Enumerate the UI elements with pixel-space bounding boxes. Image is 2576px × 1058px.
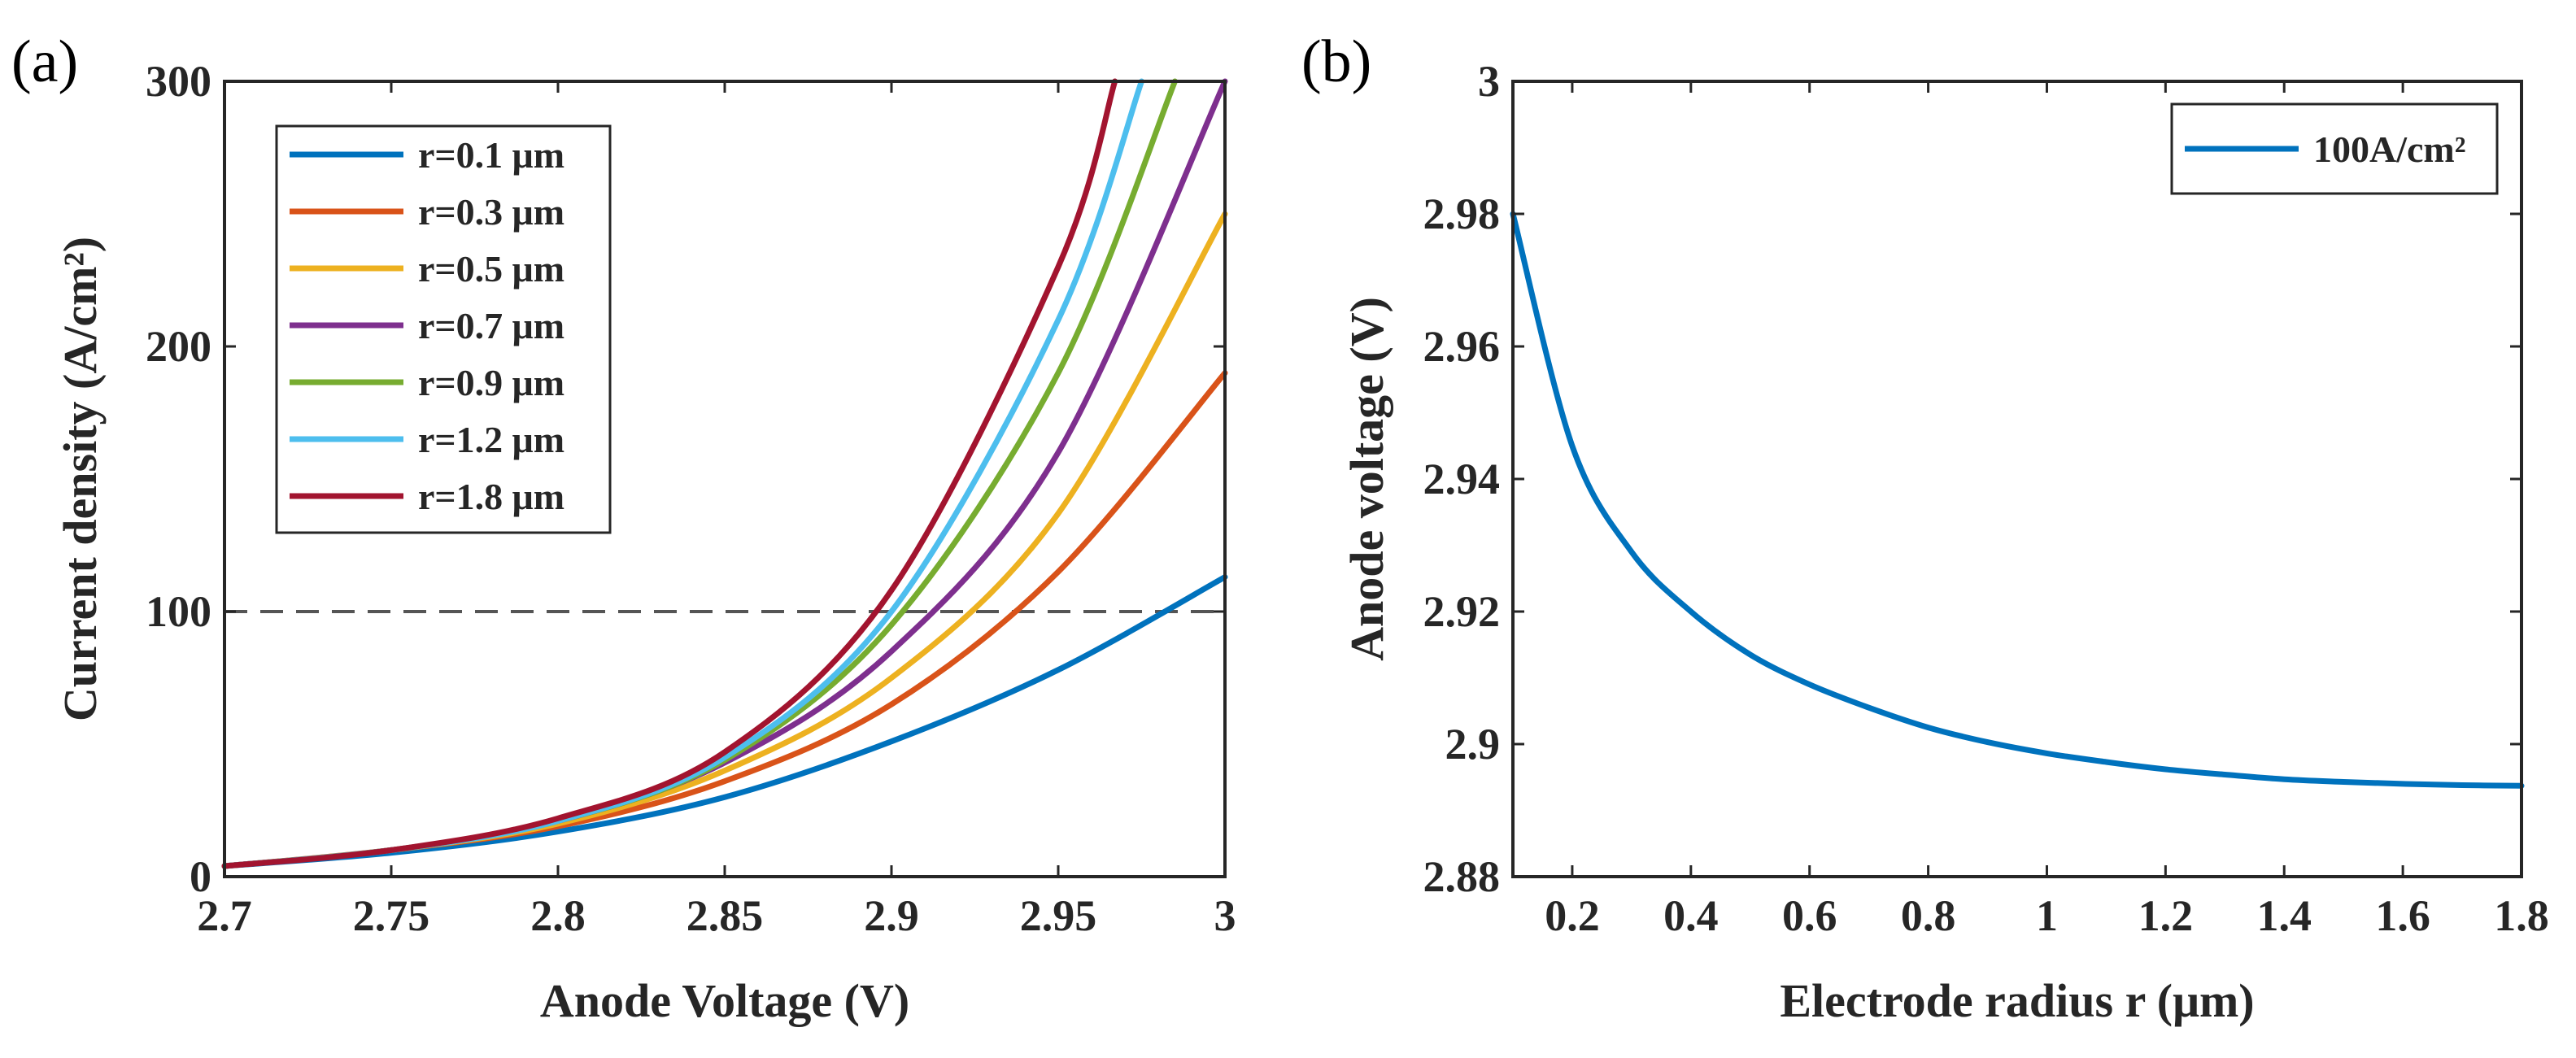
series-line-1 — [1510, 211, 2525, 789]
panel-b-plot-area — [1513, 81, 2522, 877]
x-tick-label: 1 — [2036, 891, 2058, 940]
y-tick-label: 2.88 — [1423, 852, 1501, 901]
legend-label-2: r=0.3 μm — [418, 191, 564, 233]
panel-a-xlabel: Anode Voltage (V) — [540, 974, 909, 1027]
panel-b-legend: 100A/cm² — [2170, 102, 2499, 195]
legend-label-3: r=0.5 μm — [418, 248, 564, 290]
panel-b-series-layer — [1510, 211, 2525, 789]
panel-a-label: (a) — [11, 28, 78, 95]
panel-a-series-layer — [221, 78, 1228, 869]
panel-b-label: (b) — [1301, 28, 1371, 95]
legend-label-5: r=0.9 μm — [418, 362, 564, 403]
panel-a-legend: r=0.1 μm r=0.3 μm r=0.5 μm r=0.7 μm r=0.9 μm… — [275, 124, 612, 534]
x-tick-label: 1.8 — [2494, 891, 2549, 940]
y-tick-label: 2.96 — [1423, 322, 1501, 371]
legend-label-1: 100A/cm² — [2313, 128, 2466, 170]
x-tick-label: 2.9 — [864, 891, 919, 940]
panel-b-ylabel: Anode voltage (V) — [1340, 297, 1393, 661]
y-tick-label: 300 — [146, 57, 211, 106]
panel-a-legend-box — [275, 124, 612, 534]
y-tick-label: 2.94 — [1423, 455, 1501, 503]
y-tick-label: 2.98 — [1423, 189, 1501, 238]
panel-a-chart: (a) 2.7 2.75 2.8 2.85 2.9 2.95 3 0 100 200 300 Ano… — [11, 28, 1236, 1027]
panel-b-chart: (b) 0.2 0.4 0.6 0.8 1 1.2 1.4 1.6 1.8 2.88 2.9 2.92… — [1301, 28, 2549, 1027]
x-tick-label: 2.7 — [197, 891, 252, 940]
x-tick-label: 3 — [1214, 891, 1236, 940]
x-tick-label: 2.95 — [1020, 891, 1097, 940]
y-tick-label: 3 — [1478, 57, 1500, 106]
panel-a-ticks: 2.7 2.75 2.8 2.85 2.9 2.95 3 0 100 200 300 — [146, 57, 1236, 940]
x-tick-label: 1.6 — [2375, 891, 2430, 940]
panel-b-xlabel: Electrode radius r (μm) — [1780, 974, 2254, 1027]
y-tick-label: 200 — [146, 322, 211, 371]
x-tick-label: 0.2 — [1545, 891, 1600, 940]
legend-label-7: r=1.8 μm — [418, 476, 564, 517]
x-tick-label: 2.8 — [530, 891, 586, 940]
x-tick-label: 1.4 — [2256, 891, 2312, 940]
y-tick-label: 100 — [146, 587, 211, 636]
x-tick-label: 0.4 — [1663, 891, 1719, 940]
x-tick-label: 2.75 — [353, 891, 430, 940]
legend-label-4: r=0.7 μm — [418, 305, 564, 346]
x-tick-label: 0.6 — [1782, 891, 1837, 940]
legend-label-6: r=1.2 μm — [418, 419, 564, 460]
x-tick-label: 0.8 — [1901, 891, 1956, 940]
y-tick-label: 2.9 — [1445, 720, 1501, 768]
series-line-7 — [221, 78, 1118, 869]
legend-label-1: r=0.1 μm — [418, 134, 564, 176]
y-tick-label: 2.92 — [1423, 587, 1501, 636]
x-tick-label: 1.2 — [2138, 891, 2194, 940]
panel-b-ticks: 0.2 0.4 0.6 0.8 1 1.2 1.4 1.6 1.8 2.88 2.9 2.92 2.94… — [1423, 57, 2549, 940]
x-tick-label: 2.85 — [686, 891, 764, 940]
panel-a-ylabel: Current density (A/cm²) — [54, 237, 107, 721]
y-tick-label: 0 — [190, 852, 211, 901]
